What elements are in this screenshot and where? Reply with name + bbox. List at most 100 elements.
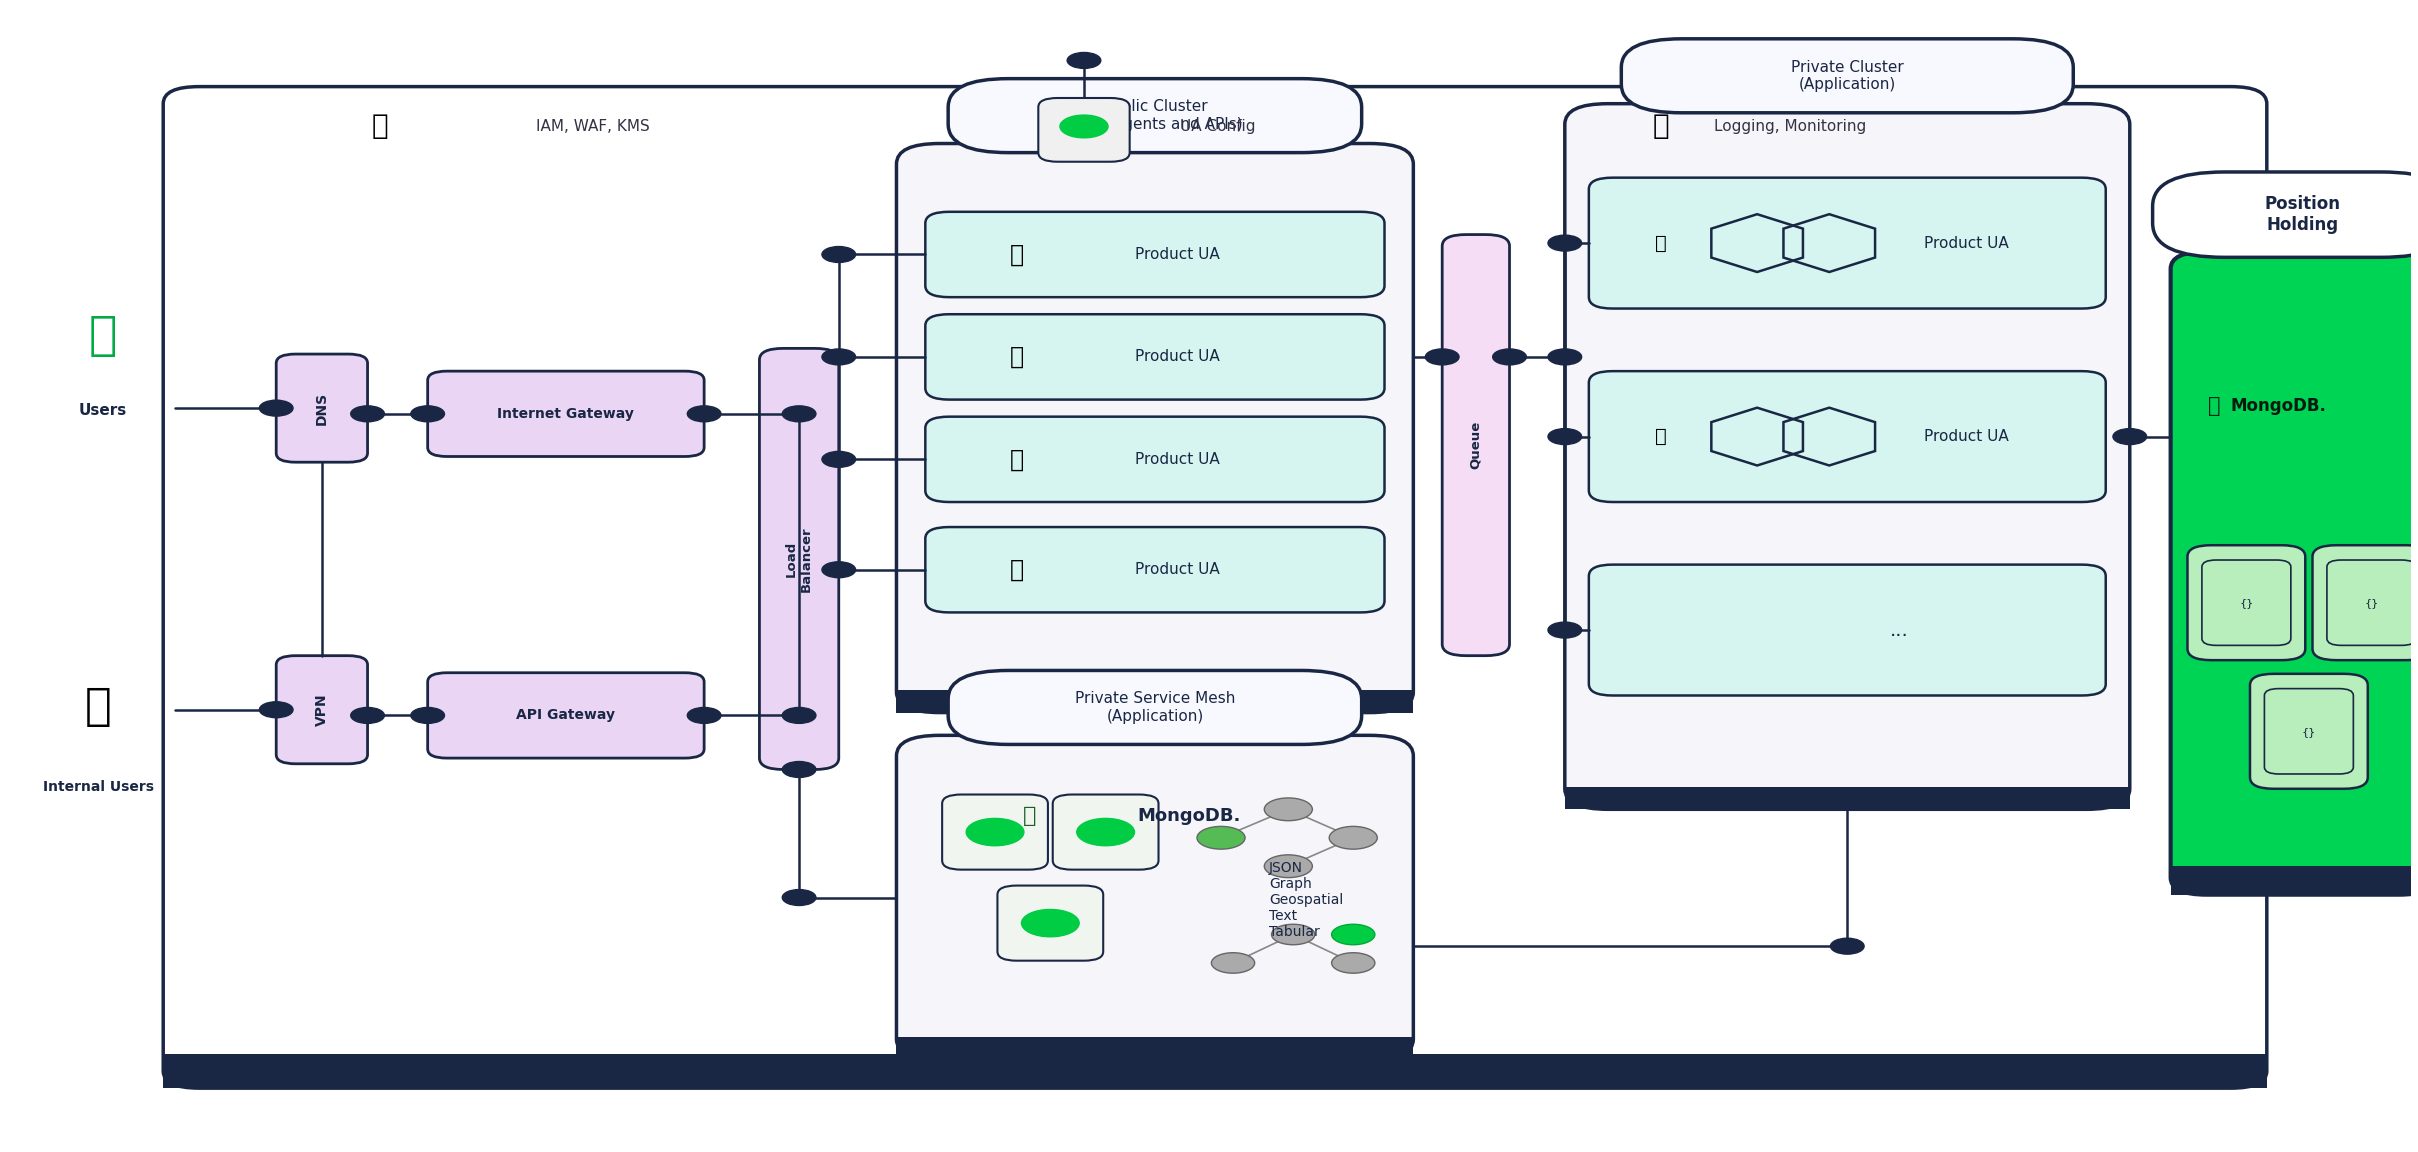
Text: Private Service Mesh
(Application): Private Service Mesh (Application) (1074, 691, 1236, 723)
Text: 🔍: 🔍 (1651, 113, 1668, 141)
Circle shape (967, 818, 1023, 846)
FancyBboxPatch shape (428, 371, 704, 456)
Text: DNS: DNS (314, 392, 329, 425)
Circle shape (259, 400, 293, 416)
FancyBboxPatch shape (897, 735, 1415, 1060)
Text: Load
Balancer: Load Balancer (786, 526, 812, 592)
Text: 🚢: 🚢 (1654, 427, 1666, 446)
Circle shape (783, 707, 815, 723)
FancyBboxPatch shape (276, 354, 368, 462)
FancyBboxPatch shape (2251, 674, 2367, 789)
Circle shape (1265, 798, 1313, 820)
FancyBboxPatch shape (926, 417, 1386, 502)
Bar (162, 1054, 2266, 1089)
FancyBboxPatch shape (943, 795, 1047, 870)
Circle shape (411, 406, 445, 422)
Circle shape (822, 562, 856, 577)
Text: Internal Users: Internal Users (44, 780, 155, 794)
Text: Product UA: Product UA (1136, 247, 1221, 262)
FancyBboxPatch shape (926, 528, 1386, 613)
FancyBboxPatch shape (948, 78, 1361, 152)
Text: 🚢: 🚢 (1011, 344, 1023, 369)
FancyBboxPatch shape (162, 86, 2266, 1089)
Bar (897, 690, 1415, 713)
Circle shape (259, 702, 293, 718)
Text: ...: ... (1888, 621, 1908, 639)
Circle shape (783, 761, 815, 778)
Circle shape (1076, 818, 1134, 846)
Text: {}: {} (2302, 727, 2316, 737)
FancyBboxPatch shape (1564, 104, 2130, 810)
Text: Internet Gateway: Internet Gateway (498, 407, 634, 420)
Text: Product UA: Product UA (1925, 236, 2009, 251)
Circle shape (822, 247, 856, 263)
Text: 🚢: 🚢 (1011, 447, 1023, 471)
Circle shape (351, 707, 384, 723)
FancyBboxPatch shape (1589, 564, 2106, 696)
Circle shape (1548, 622, 1581, 638)
FancyBboxPatch shape (1589, 371, 2106, 502)
FancyBboxPatch shape (1589, 177, 2106, 309)
Text: 👥: 👥 (89, 314, 118, 359)
Text: MongoDB.: MongoDB. (1136, 808, 1240, 826)
Circle shape (687, 406, 721, 422)
FancyBboxPatch shape (1441, 235, 1509, 655)
FancyBboxPatch shape (926, 212, 1386, 297)
Circle shape (1548, 349, 1581, 365)
Bar (1564, 787, 2130, 810)
Text: Public Cluster
(User agents and APIs): Public Cluster (User agents and APIs) (1069, 99, 1243, 131)
FancyBboxPatch shape (2152, 172, 2418, 257)
Circle shape (1492, 349, 1526, 365)
Text: Product UA: Product UA (1136, 562, 1221, 577)
Text: Product UA: Product UA (1136, 349, 1221, 364)
FancyBboxPatch shape (948, 670, 1361, 744)
FancyBboxPatch shape (759, 348, 839, 770)
Circle shape (783, 889, 815, 905)
Text: 🍃: 🍃 (1023, 806, 1035, 826)
Text: 🚢: 🚢 (1654, 234, 1666, 252)
Text: {}: {} (2365, 598, 2379, 608)
FancyBboxPatch shape (1037, 98, 1129, 161)
FancyBboxPatch shape (276, 655, 368, 764)
Circle shape (1330, 826, 1378, 849)
Text: IAM, WAF, KMS: IAM, WAF, KMS (537, 119, 650, 134)
Circle shape (411, 707, 445, 723)
Text: VPN: VPN (314, 694, 329, 726)
Circle shape (1059, 115, 1107, 138)
Circle shape (2113, 429, 2147, 445)
FancyBboxPatch shape (2171, 251, 2418, 895)
Circle shape (1830, 938, 1864, 954)
Circle shape (822, 452, 856, 468)
Text: Queue: Queue (1470, 420, 1482, 469)
Text: Users: Users (80, 403, 128, 418)
Circle shape (783, 406, 815, 422)
Text: MongoDB.: MongoDB. (2232, 397, 2326, 415)
Circle shape (1332, 953, 1376, 973)
Circle shape (1265, 855, 1313, 878)
Circle shape (351, 406, 384, 422)
Circle shape (1272, 924, 1315, 945)
Circle shape (1332, 924, 1376, 945)
Text: 🚢: 🚢 (1011, 558, 1023, 582)
Text: 🔒: 🔒 (372, 113, 387, 141)
Text: JSON
Graph
Geospatial
Text
Tabular: JSON Graph Geospatial Text Tabular (1269, 861, 1344, 939)
Text: API Gateway: API Gateway (517, 708, 617, 722)
Text: 🏙: 🏙 (85, 685, 111, 728)
Text: UA Config: UA Config (1180, 119, 1255, 134)
FancyBboxPatch shape (428, 673, 704, 758)
Circle shape (1211, 953, 1255, 973)
Bar (2171, 866, 2418, 895)
FancyBboxPatch shape (897, 144, 1415, 713)
Circle shape (1197, 826, 1245, 849)
Text: 🚢: 🚢 (1011, 242, 1023, 266)
FancyBboxPatch shape (926, 314, 1386, 400)
FancyBboxPatch shape (2188, 545, 2304, 660)
Text: Product UA: Product UA (1925, 429, 2009, 444)
Text: Position
Holding: Position Holding (2266, 195, 2341, 234)
Bar (897, 1037, 1415, 1060)
Text: Private Cluster
(Application): Private Cluster (Application) (1792, 60, 1903, 92)
Text: Logging, Monitoring: Logging, Monitoring (1714, 119, 1867, 134)
Text: Product UA: Product UA (1136, 452, 1221, 467)
FancyBboxPatch shape (999, 886, 1103, 961)
Circle shape (1424, 349, 1458, 365)
